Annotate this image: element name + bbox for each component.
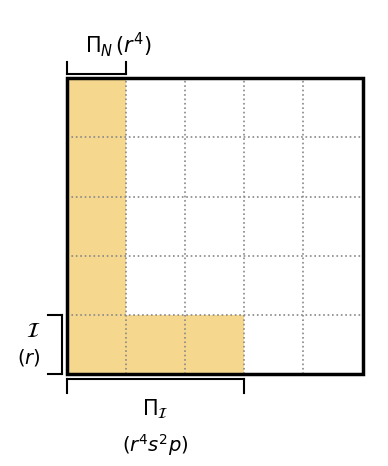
Bar [126, 78, 185, 137]
Bar [67, 137, 126, 197]
Bar [126, 137, 185, 197]
Bar [67, 78, 362, 374]
Bar [303, 197, 362, 256]
Bar [185, 197, 244, 256]
Bar [67, 197, 126, 256]
Bar [126, 315, 185, 374]
Bar [244, 137, 303, 197]
Bar [126, 256, 185, 315]
Bar [244, 197, 303, 256]
Bar [185, 78, 244, 137]
Bar [303, 78, 362, 137]
Bar [185, 256, 244, 315]
Text: $(r^4 s^2 p)$: $(r^4 s^2 p)$ [122, 432, 189, 458]
Bar [303, 315, 362, 374]
Bar [185, 315, 244, 374]
Bar [67, 78, 126, 137]
Bar [244, 315, 303, 374]
Bar [244, 78, 303, 137]
Text: $\mathcal{I}$: $\mathcal{I}$ [26, 322, 41, 342]
Bar [126, 197, 185, 256]
Bar [67, 256, 126, 315]
Bar [303, 256, 362, 315]
Text: $(r)$: $(r)$ [17, 347, 41, 368]
Bar [303, 137, 362, 197]
Bar [67, 315, 126, 374]
Bar [185, 137, 244, 197]
Text: $\Pi_{\mathcal{I}}$: $\Pi_{\mathcal{I}}$ [142, 397, 169, 421]
Text: $\Pi_N\,(r^4)$: $\Pi_N\,(r^4)$ [85, 30, 151, 59]
Bar [244, 256, 303, 315]
